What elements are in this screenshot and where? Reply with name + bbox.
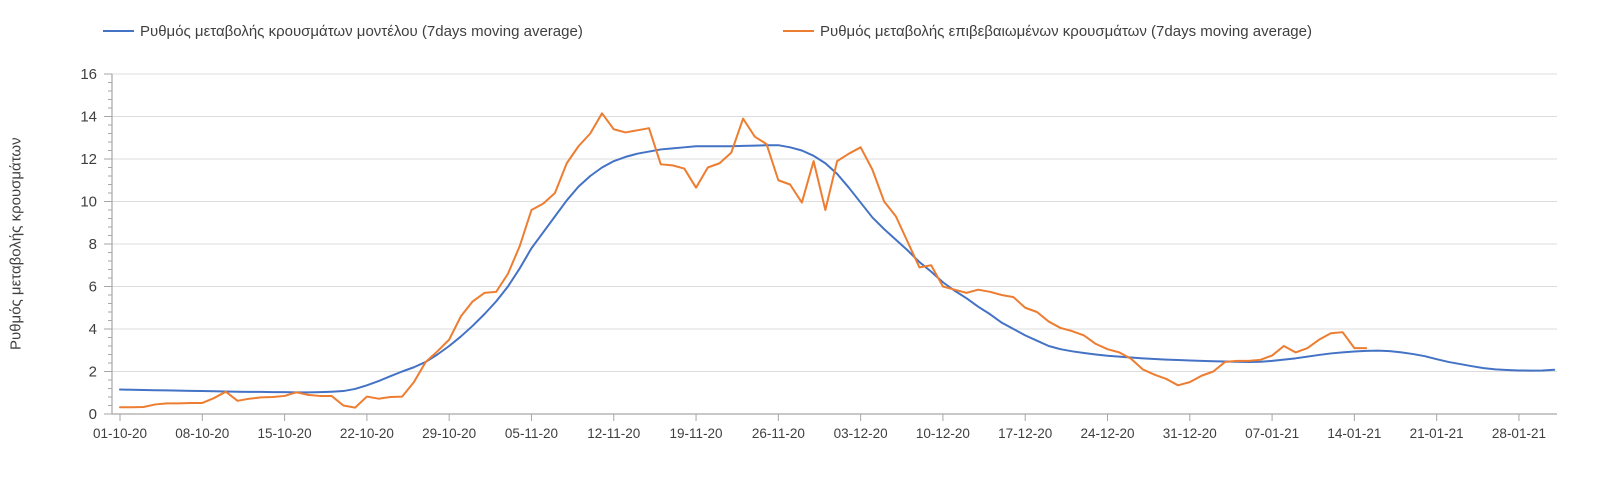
- x-tick-label: 28-01-21: [1492, 426, 1546, 441]
- x-tick-label: 12-11-20: [587, 426, 640, 441]
- y-tick-label: 6: [89, 279, 97, 296]
- y-tick-label: 14: [80, 109, 97, 126]
- y-tick-label: 0: [89, 406, 97, 423]
- x-tick-label: 29-10-20: [422, 426, 476, 441]
- x-tick-label: 24-12-20: [1080, 426, 1134, 441]
- x-tick-label: 08-10-20: [175, 426, 229, 441]
- legend-label-model: Ρυθμός μεταβολής κρουσμάτων μοντέλου (7d…: [140, 22, 583, 40]
- y-tick-label: 12: [80, 151, 97, 168]
- legend-label-confirmed: Ρυθμός μεταβολής επιβεβαιωμένων κρουσμάτ…: [820, 22, 1312, 40]
- y-tick-label: 4: [89, 321, 97, 338]
- y-tick-label: 8: [89, 236, 97, 253]
- x-tick-label: 01-10-20: [93, 426, 147, 441]
- x-tick-label: 26-11-20: [752, 426, 805, 441]
- y-tick-label: 2: [89, 364, 97, 381]
- y-tick-label: 16: [80, 66, 97, 83]
- x-tick-label: 15-10-20: [258, 426, 312, 441]
- y-axis-title: Ρυθμός μεταβολής κρουσμάτων: [7, 137, 25, 351]
- y-tick-label: 10: [80, 194, 97, 211]
- series-confirmed-line: [119, 112, 1368, 409]
- x-tick-label: 19-11-20: [670, 426, 723, 441]
- series-model-line: [119, 144, 1556, 394]
- x-tick-label: 07-01-21: [1245, 426, 1299, 441]
- legend-item-model: Ρυθμός μεταβολής κρουσμάτων μοντέλου (7d…: [103, 22, 583, 40]
- x-tick-label: 03-12-20: [834, 426, 888, 441]
- legend-line-confirmed-icon: [783, 30, 814, 32]
- x-tick-label: 22-10-20: [340, 426, 394, 441]
- x-tick-label: 05-11-20: [505, 426, 558, 441]
- x-tick-label: 17-12-20: [998, 426, 1052, 441]
- x-tick-label: 14-01-21: [1327, 426, 1381, 441]
- legend-line-model-icon: [103, 30, 134, 32]
- legend-item-confirmed: Ρυθμός μεταβολής επιβεβαιωμένων κρουσμάτ…: [783, 22, 1312, 40]
- x-tick-label: 10-12-20: [916, 426, 970, 441]
- x-tick-label: 31-12-20: [1163, 426, 1217, 441]
- x-tick-label: 21-01-21: [1410, 426, 1464, 441]
